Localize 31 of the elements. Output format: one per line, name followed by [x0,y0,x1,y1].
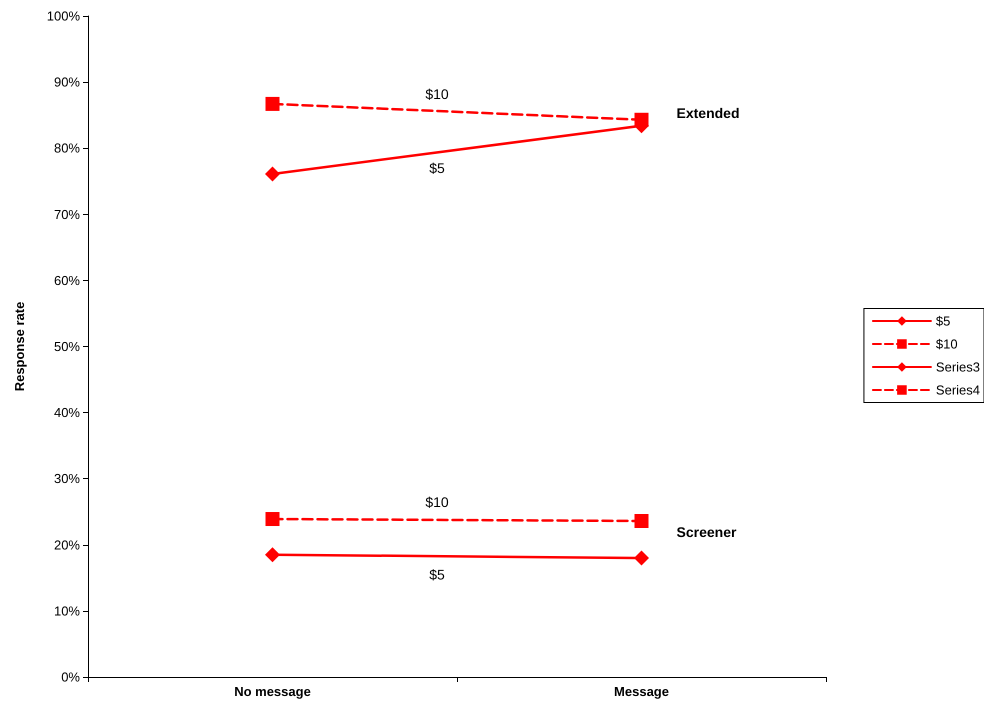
y-tick-label: 30% [54,471,80,486]
point [634,112,648,127]
point [634,550,649,566]
point [266,512,280,526]
annotation: Screener [676,524,737,540]
point [265,166,280,182]
y-tick-label: 50% [54,339,80,354]
annotation: $5 [429,160,445,176]
y-tick-label: 100% [46,8,80,24]
y-tick-label: 20% [54,537,80,552]
legend-label: $10 [936,336,958,352]
y-axis-title: Response rate [12,302,27,392]
legend-label: Series4 [936,382,980,398]
point [265,547,280,562]
annotation: $5 [429,566,445,582]
annotation: Extended [676,105,740,122]
point [266,96,280,111]
y-tick-label: 70% [54,206,80,222]
y-tick-label: 80% [54,140,80,156]
legend-label: $5 [936,314,950,328]
annotation: $10 [425,494,449,510]
legend-label: Series3 [936,360,980,374]
y-tick-label: 40% [54,405,80,420]
point [634,514,648,528]
annotation: $10 [425,86,449,102]
y-tick-label: 10% [54,603,80,618]
x-tick-label: Message [614,684,669,699]
y-tick-label: 90% [54,74,80,90]
x-tick-label: No message [234,684,311,699]
y-tick-label: 60% [54,272,80,288]
y-tick-label: 0% [61,670,80,684]
